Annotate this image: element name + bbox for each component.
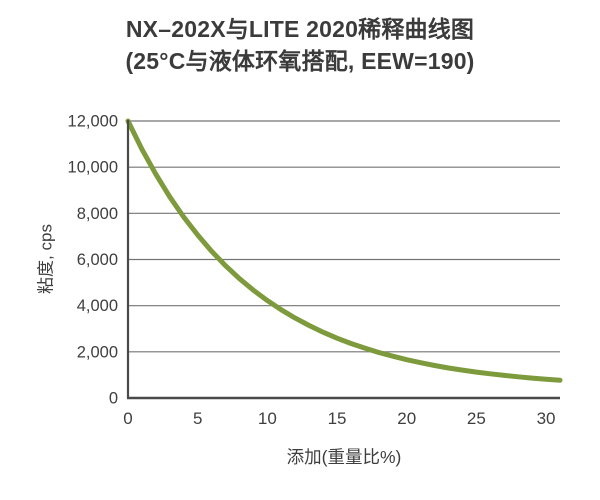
x-tick-label: 0 <box>123 409 132 428</box>
x-tick-label: 25 <box>467 409 486 428</box>
y-tick-label: 2,000 <box>77 343 118 361</box>
x-tick-label: 20 <box>397 409 416 428</box>
y-tick-label: 12,000 <box>68 113 118 131</box>
chart-title: NX–202X与LITE 2020稀释曲线图 <box>125 16 475 42</box>
y-tick-label: 10,000 <box>68 159 118 177</box>
y-tick-label: 6,000 <box>77 251 118 269</box>
y-axis-title: 粘度, cps <box>36 224 56 294</box>
x-tick-label: 5 <box>193 409 202 428</box>
y-tick-label: 8,000 <box>77 205 118 223</box>
chart-title-block: NX–202X与LITE 2020稀释曲线图 (25°C与液体环氧搭配, EEW… <box>0 13 600 77</box>
chart-subtitle: (25°C与液体环氧搭配, EEW=190) <box>125 48 475 74</box>
y-tick-label: 4,000 <box>77 297 118 315</box>
y-tick-label: 0 <box>109 390 118 408</box>
x-tick-label: 30 <box>537 409 556 428</box>
dilution-curve <box>125 118 563 383</box>
x-axis-title: 添加(重量比%) <box>286 447 402 467</box>
x-tick-label: 15 <box>328 409 347 428</box>
x-tick-label: 10 <box>258 409 277 428</box>
